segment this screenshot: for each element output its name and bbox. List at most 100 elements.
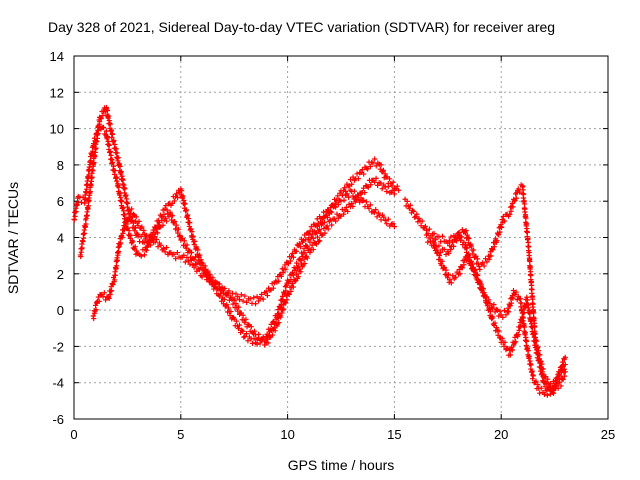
- data-point: [181, 238, 187, 244]
- data-point: [283, 266, 289, 272]
- data-point: [104, 108, 111, 114]
- data-point: [524, 297, 531, 303]
- data-point: [511, 198, 517, 204]
- series-track-5: [423, 182, 568, 394]
- data-point: [310, 235, 316, 242]
- data-point: [141, 240, 147, 246]
- data-point: [529, 368, 535, 374]
- data-point: [492, 320, 498, 326]
- data-point: [528, 362, 534, 368]
- data-point: [224, 302, 230, 308]
- data-point: [244, 299, 250, 305]
- data-point: [339, 206, 345, 213]
- data-point: [93, 145, 99, 151]
- data-point: [501, 307, 508, 314]
- data-point: [423, 232, 430, 238]
- data-point: [542, 383, 548, 389]
- data-point: [393, 186, 399, 192]
- data-point: [472, 269, 479, 275]
- data-point: [116, 248, 122, 255]
- data-point: [173, 222, 179, 228]
- data-point: [338, 213, 344, 219]
- data-point: [515, 331, 521, 338]
- data-point: [524, 294, 530, 300]
- data-point: [301, 246, 307, 252]
- y-tick-label: 2: [57, 267, 64, 282]
- data-point: [547, 380, 554, 387]
- data-point: [327, 217, 333, 223]
- data-point: [414, 211, 420, 217]
- data-point: [520, 314, 526, 320]
- data-point: [197, 252, 203, 258]
- data-point: [365, 184, 371, 190]
- data-point: [356, 196, 362, 203]
- data-point: [290, 284, 296, 290]
- data-point: [468, 243, 474, 249]
- data-point: [147, 233, 153, 239]
- data-point: [229, 296, 235, 302]
- data-point: [527, 311, 533, 317]
- data-point: [502, 339, 508, 345]
- series-track-2: [77, 104, 397, 347]
- data-point: [289, 250, 296, 257]
- data-point: [114, 257, 120, 264]
- data-point: [543, 379, 549, 385]
- data-point: [113, 146, 119, 152]
- data-point: [163, 244, 170, 251]
- data-point: [360, 185, 367, 191]
- data-point: [491, 244, 497, 250]
- data-point: [106, 295, 112, 302]
- data-point: [501, 343, 507, 349]
- data-point: [321, 219, 328, 225]
- data-point: [109, 131, 116, 138]
- data-point: [313, 241, 320, 247]
- data-point: [240, 328, 246, 334]
- data-point: [132, 244, 138, 250]
- data-point: [355, 176, 361, 182]
- data-point: [254, 341, 260, 347]
- data-point: [477, 278, 483, 284]
- data-point: [198, 257, 204, 263]
- data-point: [127, 215, 133, 221]
- data-point: [341, 185, 348, 191]
- data-point: [144, 232, 150, 239]
- data-point: [242, 320, 248, 326]
- data-point: [517, 323, 524, 330]
- data-point: [110, 282, 116, 288]
- data-point: [329, 222, 335, 228]
- data-point: [335, 193, 341, 199]
- data-point: [252, 301, 259, 307]
- data-point: [242, 293, 248, 299]
- data-point: [155, 230, 161, 236]
- data-point: [260, 296, 266, 302]
- data-point: [409, 207, 416, 213]
- data-point: [361, 197, 367, 203]
- data-point: [350, 203, 356, 210]
- data-point: [513, 339, 519, 345]
- data-point: [488, 253, 494, 259]
- data-point: [390, 187, 396, 193]
- data-point: [530, 330, 537, 337]
- data-point: [560, 376, 566, 383]
- data-point: [74, 202, 80, 208]
- series-track-6: [430, 235, 568, 397]
- data-point: [138, 253, 144, 259]
- data-point: [181, 200, 187, 206]
- data-point: [448, 246, 454, 253]
- data-point: [370, 160, 376, 166]
- data-point: [385, 183, 391, 190]
- data-point: [235, 325, 242, 332]
- data-point: [482, 256, 489, 262]
- data-point: [373, 207, 379, 213]
- data-point: [290, 254, 297, 260]
- data-point: [535, 382, 541, 388]
- data-point: [382, 217, 388, 223]
- data-point: [85, 203, 92, 209]
- data-point: [555, 376, 561, 382]
- data-point: [81, 235, 87, 241]
- data-point: [327, 205, 333, 211]
- data-point: [491, 302, 497, 308]
- data-point: [189, 229, 195, 235]
- x-axis-title: GPS time / hours: [288, 457, 395, 473]
- data-point: [121, 185, 127, 191]
